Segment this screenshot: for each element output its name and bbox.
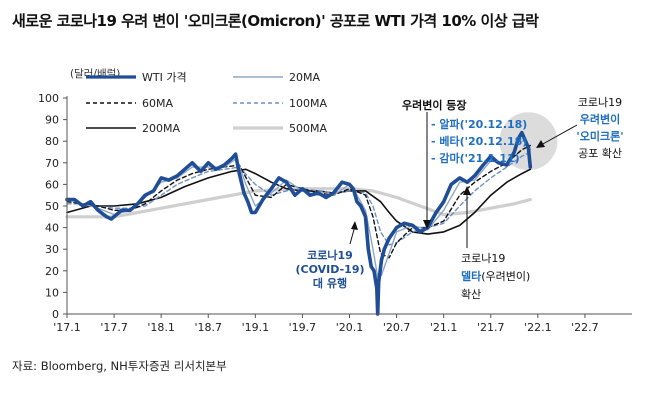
omicron-annotation-text: '오미크론' xyxy=(576,129,623,143)
x-tick-label: '20.7 xyxy=(383,321,411,334)
x-tick-label: '21.7 xyxy=(477,321,505,334)
axes: 0 10 20 30 40 50 60 70 80 90 100 '17.1 '17.7 '18.1 '18… xyxy=(38,92,632,334)
delta-variant-name: 델타 xyxy=(461,269,482,283)
legend-label: WTI 가격 xyxy=(142,71,187,84)
x-tick-label: '17.1 xyxy=(53,321,81,334)
legend-label: 500MA xyxy=(289,122,327,135)
omicron-arrow-head xyxy=(536,140,545,148)
delta-annotation-text: 델타(우려변이) xyxy=(461,269,530,283)
y-tick-label: 30 xyxy=(45,243,59,256)
x-tick-label: '18.1 xyxy=(147,321,175,334)
omicron-annotation-text: 우려변이 xyxy=(580,112,620,126)
covid-annotation-text: (COVID-19) xyxy=(296,263,365,276)
variants-annotation-text: - 감마('21.1.11) xyxy=(431,151,520,165)
omicron-arrow-line xyxy=(540,124,578,146)
variants-annotation-text: - 베타('20.12.18) xyxy=(431,134,527,148)
covid-annotation-text: 코로나19 xyxy=(307,248,353,262)
y-tick-label: 50 xyxy=(45,200,59,213)
covid-arrow-head xyxy=(351,221,358,230)
legend-label: 60MA xyxy=(142,97,173,110)
legend-label: 100MA xyxy=(289,97,327,110)
variants-annotation-text: 우려변이 등장 xyxy=(402,98,467,112)
y-tick-label: 10 xyxy=(45,286,59,299)
covid-annotation-text: 대 유행 xyxy=(313,276,347,290)
series-line-100MA xyxy=(66,151,531,246)
x-tick-label: '19.7 xyxy=(289,321,317,334)
x-tick-label: '21.1 xyxy=(430,321,458,334)
x-tick-label: '20.1 xyxy=(336,321,364,334)
y-tick-label: 40 xyxy=(45,222,59,235)
y-tick-label: 80 xyxy=(45,135,59,148)
series-line-20MA xyxy=(66,140,531,278)
y-tick-label: 90 xyxy=(45,114,59,127)
x-tick-label: '17.7 xyxy=(100,321,128,334)
series-line-WTI-가격 xyxy=(65,130,533,316)
series-layer xyxy=(65,130,533,316)
variants-arrow-head xyxy=(423,220,431,229)
delta-annotation-text: 코로나19 xyxy=(461,252,505,265)
legend-label: 20MA xyxy=(289,71,320,84)
variants-annotation-text: - 알파('20.12.18) xyxy=(431,117,527,131)
delta-variant-note: (우려변이) xyxy=(481,270,530,283)
x-tick-label: '22.1 xyxy=(524,321,552,334)
source-note: 자료: Bloomberg, NH투자증권 리서치본부 xyxy=(12,359,227,373)
y-tick-label: 60 xyxy=(45,178,59,191)
legend: WTI 가격 20MA 60MA 100MA 200MA 500MA xyxy=(86,71,327,135)
omicron-annotation-text: 코로나19 xyxy=(578,96,622,109)
y-tick-label: 70 xyxy=(45,157,59,170)
x-tick-label: '19.1 xyxy=(242,321,270,334)
y-tick-label: 100 xyxy=(38,92,59,105)
y-tick-label: 20 xyxy=(45,265,59,278)
x-tick-label: '18.7 xyxy=(194,321,222,334)
y-tick-label: 0 xyxy=(52,308,59,321)
x-tick-label: '22.7 xyxy=(571,321,599,334)
chart-title: 새로운 코로나19 우려 변이 '오미크론(Omicron)' 공포로 WTI … xyxy=(12,12,539,30)
delta-arrow-head xyxy=(463,186,471,195)
series-line-500MA xyxy=(65,187,532,219)
omicron-annotation-text: 공포 확산 xyxy=(578,147,622,160)
delta-annotation-text: 확산 xyxy=(461,288,481,301)
legend-label: 200MA xyxy=(142,122,180,135)
